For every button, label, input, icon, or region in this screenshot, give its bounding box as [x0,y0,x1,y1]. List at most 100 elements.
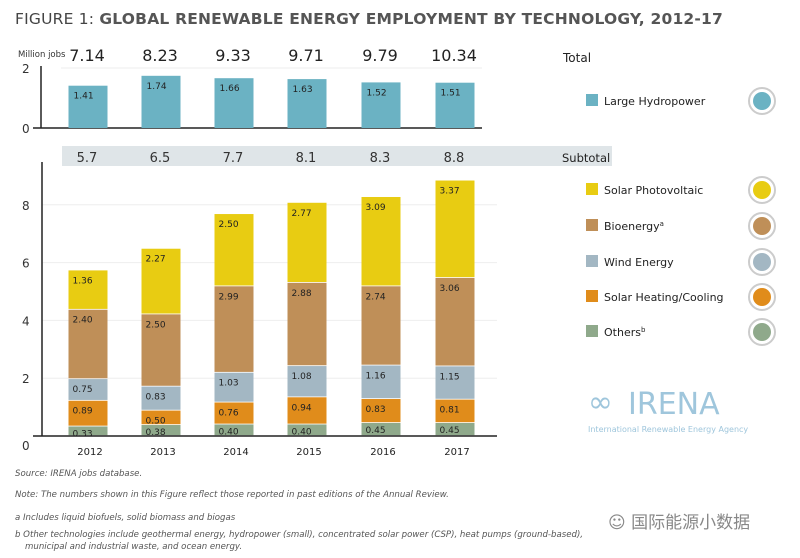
subtotal-label: 8.3 [370,151,391,166]
bar-segment-solar-heating-cooling [361,399,401,423]
legend-swatch [586,290,598,302]
subtotal-label: 6.5 [150,151,171,166]
footnote-b: b Other technologies include geothermal … [15,530,584,540]
total-caption: Total [562,51,591,65]
bar-segment-solar-heating-cooling [214,402,254,424]
bar-value-label: 1.66 [220,84,240,94]
bar-value-label: 2.99 [219,292,239,302]
bar-large-hydropower [214,78,254,128]
sun-icon-fill [753,288,771,306]
bar-segment-bioenergy [141,314,181,386]
chart-canvas: Million jobs 0 2 7.14 8.23 9.33 9.71 9.79 10.34 T… [18,46,776,458]
y-tick-label: 2 [22,62,30,76]
bar-value-label: 0.33 [73,429,93,439]
bar-value-label: 0.94 [292,403,312,413]
y-axis-label: Million jobs [18,50,66,60]
source-note: Source: IRENA jobs database. [15,469,143,479]
legend-swatch [586,183,598,195]
bar-segment-others [361,422,401,436]
bar-value-label: 2.40 [73,316,93,326]
bar-segment-others [287,424,327,436]
subtotal-caption: Subtotal [562,151,610,165]
bar-segment-solar-photovoltaic [141,248,181,314]
irena-logo-text: IRENA [628,387,720,422]
x-tick-label: 2012 [77,447,102,458]
bar-value-label: 1.51 [441,89,461,99]
bar-value-label: 2.88 [292,289,312,299]
bar-value-label: 1.16 [366,371,386,381]
general-note: Note: The numbers shown in this Figure r… [15,490,449,500]
total-label: 10.34 [431,46,477,65]
bar-segment-solar-heating-cooling [287,397,327,424]
bar-segment-solar-photovoltaic [68,270,108,309]
bar-large-hydropower [435,82,475,128]
subtotal-label: 7.7 [223,151,244,166]
bar-value-label: 2.74 [366,292,386,302]
subtotal-label: 5.7 [77,151,98,166]
bar-value-label: 0.83 [146,393,166,403]
bar-value-label: 1.63 [293,85,313,95]
bar-value-label: 0.75 [73,385,93,395]
bar-value-label: 0.45 [366,426,386,436]
legend-label: Large Hydropower [604,95,706,108]
figure-title: FIGURE 1: GLOBAL RENEWABLE ENERGY EMPLOY… [15,10,723,28]
watermark: ☺ 国际能源小数据 [608,508,750,533]
y-tick-label: 0 [22,122,30,136]
bar-value-label: 0.40 [219,427,239,437]
bar-value-label: 0.45 [440,426,460,436]
bar-value-label: 3.06 [440,284,460,294]
bar-segment-solar-heating-cooling [68,400,108,426]
bar-value-label: 0.83 [366,405,386,415]
wind-icon-fill [753,253,771,271]
bar-segment-solar-heating-cooling [141,410,181,425]
legend-swatch [586,94,598,106]
bar-value-label: 0.38 [146,428,166,438]
bar-value-label: 3.37 [440,187,460,197]
legend-label: Wind Energy [604,256,674,269]
title-main: GLOBAL RENEWABLE ENERGY EMPLOYMENT BY TE… [99,10,724,28]
y-tick-label: 4 [22,314,30,328]
legend-swatch [586,255,598,267]
y-tick-label: 8 [22,199,30,213]
bar-value-label: 1.52 [367,88,387,98]
bar-segment-wind-energy [287,366,327,397]
bar-value-label: 1.74 [147,82,167,92]
bar-value-label: 1.03 [219,379,239,389]
subtotal-band [62,146,612,166]
subtotal-label: 8.1 [296,151,317,166]
legend-label: Othersb [604,326,646,339]
y-tick-label: 2 [22,372,30,386]
bar-segment-solar-photovoltaic [435,180,475,278]
legend-swatch [586,325,598,337]
bar-segment-solar-heating-cooling [435,399,475,423]
bar-value-label: 0.89 [73,407,93,417]
bar-segment-others [214,424,254,436]
leaf-icon-fill [753,217,771,235]
y-tick-label: 6 [22,257,30,271]
bar-value-label: 1.41 [74,92,94,102]
bar-large-hydropower [361,82,401,128]
title-prefix: FIGURE 1: [15,10,95,28]
x-tick-label: 2016 [370,447,395,458]
total-label: 9.79 [362,46,398,65]
bar-value-label: 1.08 [292,372,312,382]
bar-value-label: 2.27 [146,255,166,265]
legend-swatch [586,219,598,231]
bar-large-hydropower [287,79,327,128]
watermark-text: 国际能源小数据 [631,513,751,533]
bar-large-hydropower [141,75,181,128]
bar-segment-bioenergy [214,286,254,372]
bar-segment-wind-energy [141,386,181,410]
irena-logo-subtitle: International Renewable Energy Agency [588,425,748,434]
bar-segment-solar-photovoltaic [214,214,254,286]
bar-value-label: 2.50 [219,220,239,230]
bar-value-label: 0.76 [219,408,239,418]
footnote-b-cont: municipal and industrial waste, and ocea… [25,542,243,552]
legend-label: Solar Heating/Cooling [604,291,724,304]
footnote-a: a Includes liquid biofuels, solid biomas… [15,513,236,523]
x-tick-label: 2014 [223,447,248,458]
bar-segment-wind-energy [435,366,475,399]
bar-segment-bioenergy [68,309,108,379]
total-label: 9.71 [288,46,324,65]
